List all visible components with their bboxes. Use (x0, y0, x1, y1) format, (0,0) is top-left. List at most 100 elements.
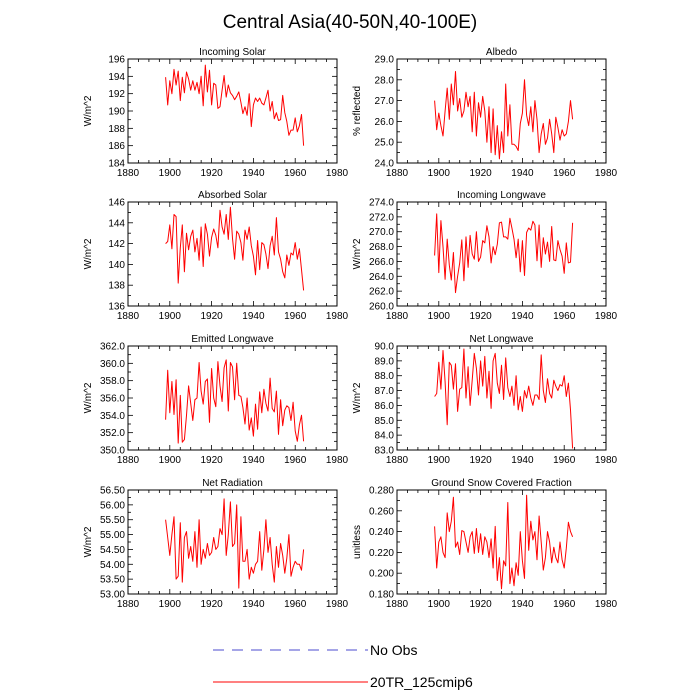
incoming-longwave-ylabel: W/m^2 (352, 238, 363, 269)
emitted-longwave-title: Emitted Longwave (191, 334, 274, 345)
incoming-solar-title: Incoming Solar (199, 47, 266, 58)
albedo-xtick-label: 1980 (595, 168, 618, 179)
net-longwave-ytick-label: 88.0 (375, 371, 395, 382)
chart-net-longwave: Net Longwave W/m^2 1880 1900 1920 1940 1960 198… (352, 334, 618, 466)
net-longwave-xtick-label: 1880 (386, 455, 409, 466)
incoming-solar-ytick-label: 196 (108, 55, 125, 66)
absorbed-solar-xtick-label: 1900 (159, 311, 182, 322)
incoming-longwave-ytick-label: 274.0 (369, 198, 394, 209)
incoming-longwave-ytick-label: 272.0 (369, 212, 394, 223)
ground-snow-covered-fraction-ytick-label: 0.200 (369, 569, 394, 580)
incoming-solar-xtick-label: 1980 (326, 168, 349, 179)
net-radiation-title: Net Radiation (202, 478, 263, 489)
incoming-solar-ytick-label: 186 (108, 141, 125, 152)
net-longwave-ytick-label: 90.0 (375, 342, 395, 353)
absorbed-solar-ytick-label: 140 (108, 260, 125, 271)
ground-snow-covered-fraction-xtick-label: 1920 (469, 599, 492, 610)
ground-snow-covered-fraction-xtick-label: 1940 (511, 599, 534, 610)
absorbed-solar-ylabel: W/m^2 (83, 238, 94, 269)
ground-snow-covered-fraction-xtick-label: 1960 (553, 599, 576, 610)
incoming-longwave-series-line (434, 213, 574, 294)
albedo-ytick-label: 27.0 (375, 96, 395, 107)
emitted-longwave-ytick-label: 350.0 (100, 446, 125, 457)
net-radiation-xtick-label: 1920 (200, 599, 223, 610)
net-longwave-ytick-label: 87.0 (375, 386, 395, 397)
chart-emitted-longwave: Emitted Longwave W/m^2 1880 1900 1920 1940 196… (83, 334, 349, 466)
absorbed-solar-xtick-label: 1960 (284, 311, 307, 322)
net-radiation-ytick-label: 54.00 (100, 560, 125, 571)
albedo-ytick-label: 25.0 (375, 138, 395, 149)
incoming-solar-xtick-label: 1920 (200, 168, 223, 179)
incoming-solar-ylabel: W/m^2 (83, 95, 94, 126)
incoming-longwave-title: Incoming Longwave (457, 190, 546, 201)
net-longwave-xtick-label: 1940 (511, 455, 534, 466)
net-radiation-xtick-label: 1880 (117, 599, 140, 610)
albedo-xtick-label: 1940 (511, 168, 534, 179)
emitted-longwave-plot-frame (127, 345, 338, 451)
incoming-solar-ytick-label: 190 (108, 107, 125, 118)
incoming-solar-xtick-label: 1880 (117, 168, 140, 179)
ground-snow-covered-fraction-xtick-label: 1880 (386, 599, 409, 610)
emitted-longwave-xtick-label: 1880 (117, 455, 140, 466)
ground-snow-covered-fraction-series-line (434, 494, 574, 590)
net-radiation-ytick-label: 55.50 (100, 515, 125, 526)
albedo-plot-frame (396, 58, 607, 164)
absorbed-solar-plot-frame (127, 201, 338, 307)
absorbed-solar-title: Absorbed Solar (198, 190, 268, 201)
chart-albedo: Albedo % reflected 1880 1900 1920 1940 1960 198… (352, 47, 618, 179)
net-radiation-ylabel: W/m^2 (83, 526, 94, 557)
incoming-solar-ytick-label: 188 (108, 124, 125, 135)
figure-title: Central Asia(40-50N,40-100E) (223, 12, 478, 33)
absorbed-solar-xtick-label: 1940 (242, 311, 265, 322)
net-longwave-ytick-label: 84.0 (375, 431, 395, 442)
net-radiation-xtick-label: 1900 (159, 599, 182, 610)
emitted-longwave-xtick-label: 1960 (284, 455, 307, 466)
emitted-longwave-xtick-label: 1900 (159, 455, 182, 466)
incoming-longwave-plot-frame (396, 201, 607, 307)
emitted-longwave-xtick-label: 1940 (242, 455, 265, 466)
ground-snow-covered-fraction-ytick-label: 0.220 (369, 548, 394, 559)
albedo-series-line (434, 71, 574, 160)
emitted-longwave-ytick-label: 358.0 (100, 376, 125, 387)
albedo-ytick-label: 28.0 (375, 75, 395, 86)
net-longwave-xtick-label: 1920 (469, 455, 492, 466)
albedo-xtick-label: 1960 (553, 168, 576, 179)
net-radiation-ytick-label: 56.00 (100, 500, 125, 511)
albedo-ytick-label: 26.0 (375, 117, 395, 128)
emitted-longwave-ytick-label: 362.0 (100, 342, 125, 353)
emitted-longwave-ylabel: W/m^2 (83, 382, 94, 413)
net-radiation-ytick-label: 56.50 (100, 486, 125, 497)
incoming-solar-ytick-label: 184 (108, 159, 125, 170)
absorbed-solar-ytick-label: 146 (108, 198, 125, 209)
emitted-longwave-xtick-label: 1980 (326, 455, 349, 466)
albedo-xtick-label: 1880 (386, 168, 409, 179)
legend-no-obs-label: No Obs (370, 642, 417, 658)
albedo-xtick-label: 1920 (469, 168, 492, 179)
net-longwave-ytick-label: 83.0 (375, 446, 395, 457)
ground-snow-covered-fraction-plot-frame (396, 489, 607, 595)
emitted-longwave-ytick-label: 352.0 (100, 428, 125, 439)
absorbed-solar-ytick-label: 136 (108, 302, 125, 313)
net-radiation-ytick-label: 53.00 (100, 590, 125, 601)
emitted-longwave-ytick-label: 354.0 (100, 411, 125, 422)
net-radiation-xtick-label: 1980 (326, 599, 349, 610)
incoming-solar-xtick-label: 1900 (159, 168, 182, 179)
incoming-longwave-ytick-label: 260.0 (369, 302, 394, 313)
net-radiation-series-line (165, 498, 305, 589)
absorbed-solar-ytick-label: 144 (108, 218, 125, 229)
net-longwave-xtick-label: 1900 (428, 455, 451, 466)
absorbed-solar-ytick-label: 138 (108, 281, 125, 292)
incoming-longwave-ytick-label: 268.0 (369, 242, 394, 253)
net-longwave-plot-frame (396, 345, 607, 451)
incoming-longwave-xtick-label: 1980 (595, 311, 618, 322)
chart-incoming-solar: Incoming Solar W/m^2 1880 1900 1920 1940 1960 1… (83, 47, 349, 179)
incoming-longwave-ytick-label: 264.0 (369, 272, 394, 283)
ground-snow-covered-fraction-xtick-label: 1980 (595, 599, 618, 610)
chart-ground-snow-covered-fraction: Ground Snow Covered Fraction unitless 1880… (352, 478, 618, 610)
albedo-ytick-label: 24.0 (375, 159, 395, 170)
net-longwave-title: Net Longwave (470, 334, 534, 345)
emitted-longwave-ytick-label: 360.0 (100, 359, 125, 370)
net-longwave-xtick-label: 1980 (595, 455, 618, 466)
net-radiation-ytick-label: 54.50 (100, 545, 125, 556)
incoming-solar-ytick-label: 194 (108, 72, 125, 83)
